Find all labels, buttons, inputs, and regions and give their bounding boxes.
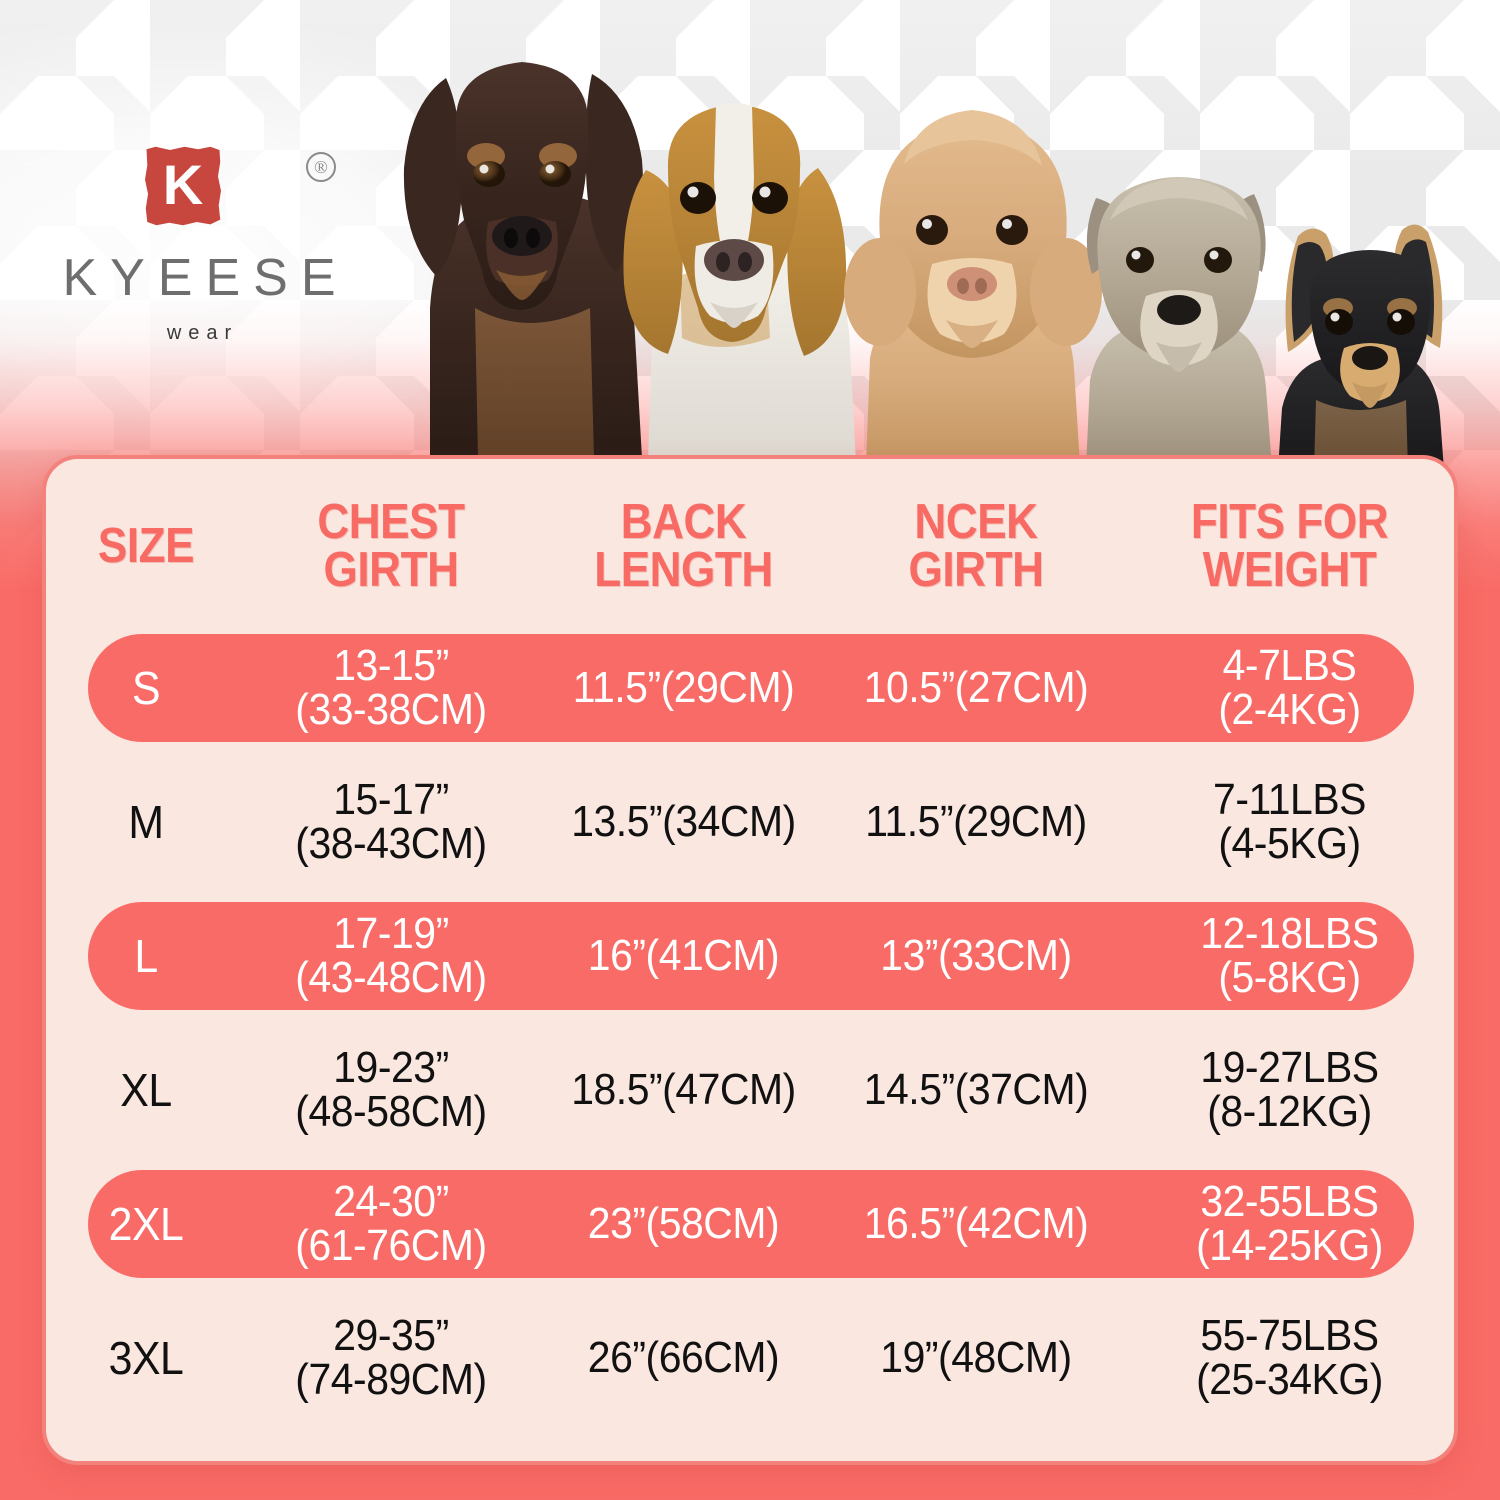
table-row[interactable]: 2XL 24-30” (61-76CM) 23”(58CM) 16.5”(42C… [46, 1157, 1454, 1291]
cell-fits-for-weight: 55-75LBS (25-34KG) [1196, 1311, 1383, 1404]
cell-fits-for-weight: 7-11LBS (4-5KG) [1213, 775, 1366, 868]
cell-chest-girth: 19-23” (48-58CM) [295, 1043, 487, 1136]
table-row[interactable]: L 17-19” (43-48CM) 16”(41CM) 13”(33CM) 1… [46, 889, 1454, 1023]
logo-k-square-icon: K [145, 146, 221, 226]
column-header-back-length: BACK LENGTH [594, 494, 773, 597]
cell-fits-for-weight: 32-55LBS (14-25KG) [1196, 1177, 1383, 1270]
cell-neck-girth: 14.5”(37CM) [863, 1064, 1089, 1114]
dogs-photo-strip [403, 62, 1444, 470]
cell-size: M [128, 795, 164, 848]
cell-neck-girth: 10.5”(27CM) [863, 662, 1089, 712]
cell-fits-for-weight: 12-18LBS (5-8KG) [1200, 909, 1379, 1002]
brand-subtitle: wear [166, 322, 239, 344]
cell-chest-girth: 24-30” (61-76CM) [295, 1177, 487, 1270]
cell-neck-girth: 19”(48CM) [880, 1332, 1072, 1382]
cell-back-length: 23”(58CM) [587, 1198, 780, 1248]
cell-neck-girth: 11.5”(29CM) [865, 796, 1087, 846]
cell-back-length: 26”(66CM) [587, 1332, 780, 1382]
table-row[interactable]: M 15-17” (38-43CM) 13.5”(34CM) 11.5”(29C… [46, 755, 1454, 889]
cell-size: XL [120, 1063, 172, 1116]
cell-back-length: 16”(41CM) [587, 930, 780, 980]
column-header-chest-girth: CHEST GIRTH [317, 494, 465, 597]
cell-fits-for-weight: 4-7LBS (2-4KG) [1218, 641, 1361, 734]
table-row[interactable]: 3XL 29-35” (74-89CM) 26”(66CM) 19”(48CM)… [46, 1291, 1454, 1425]
dog-schnauzer [1086, 177, 1272, 468]
dog-poodle [844, 110, 1102, 466]
cell-back-length: 11.5”(29CM) [572, 662, 795, 712]
size-chart-card: SIZE CHEST GIRTH BACK LENGTH NCEK GIRTH … [42, 455, 1458, 1465]
column-header-neck-girth: NCEK GIRTH [908, 494, 1044, 597]
dog-doberman [403, 62, 643, 458]
cell-chest-girth: 29-35” (74-89CM) [295, 1311, 487, 1404]
cell-chest-girth: 17-19” (43-48CM) [295, 909, 487, 1002]
cell-back-length: 13.5”(34CM) [571, 796, 796, 846]
column-header-size: SIZE [97, 518, 195, 573]
cell-chest-girth: 15-17” (38-43CM) [295, 775, 487, 868]
cell-size: 3XL [108, 1331, 184, 1384]
cell-chest-girth: 13-15” (33-38CM) [295, 641, 487, 734]
size-chart-header-row: SIZE CHEST GIRTH BACK LENGTH NCEK GIRTH … [46, 471, 1454, 621]
cell-back-length: 18.5”(47CM) [571, 1064, 796, 1114]
column-header-fits-for-weight: FITS FOR WEIGHT [1190, 494, 1389, 597]
dog-chihuahua [1278, 224, 1444, 470]
cell-neck-girth: 16.5”(42CM) [863, 1198, 1089, 1248]
table-row[interactable]: XL 19-23” (48-58CM) 18.5”(47CM) 14.5”(37… [46, 1023, 1454, 1157]
cell-size: 2XL [108, 1197, 184, 1250]
dog-beagle [623, 103, 856, 463]
logo-k-letter: K [162, 153, 204, 216]
cell-size: S [131, 661, 161, 714]
brand-logo: K ® KYEESE wear [34, 140, 364, 345]
cell-fits-for-weight: 19-27LBS (8-12KG) [1200, 1043, 1379, 1136]
brand-wordmark: KYEESE [62, 249, 349, 307]
table-row[interactable]: S 13-15” (33-38CM) 11.5”(29CM) 10.5”(27C… [46, 621, 1454, 755]
registered-trademark-icon: ® [306, 152, 336, 182]
cell-neck-girth: 13”(33CM) [880, 930, 1072, 980]
logo-mark-row: K ® [34, 140, 364, 244]
cell-size: L [134, 929, 158, 982]
